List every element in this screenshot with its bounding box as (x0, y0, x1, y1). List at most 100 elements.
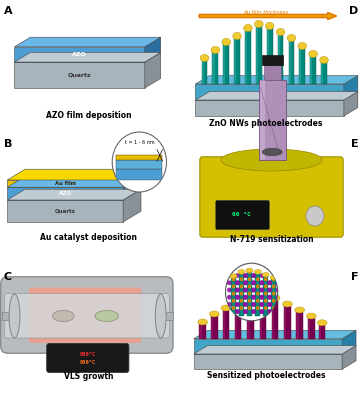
Circle shape (256, 270, 260, 274)
Circle shape (268, 280, 272, 285)
Bar (308, 316, 315, 339)
Circle shape (243, 273, 247, 278)
Polygon shape (7, 189, 141, 200)
Text: Sensitized photoelectrodes: Sensitized photoelectrodes (207, 372, 325, 380)
Bar (296, 310, 303, 339)
Bar (264, 65, 281, 80)
Circle shape (264, 292, 268, 296)
Ellipse shape (258, 289, 268, 295)
Circle shape (260, 280, 264, 285)
Circle shape (306, 206, 324, 226)
Text: N-719 sensitization: N-719 sensitization (230, 235, 313, 244)
Bar (223, 42, 226, 84)
Ellipse shape (270, 275, 277, 280)
Circle shape (276, 288, 280, 292)
Bar (289, 38, 294, 84)
Bar (299, 46, 305, 84)
Ellipse shape (52, 310, 74, 322)
Bar (245, 28, 247, 84)
Circle shape (268, 302, 272, 307)
Ellipse shape (254, 270, 261, 274)
Circle shape (267, 302, 272, 307)
Circle shape (236, 295, 240, 300)
Polygon shape (7, 176, 141, 187)
Circle shape (252, 295, 256, 300)
FancyBboxPatch shape (4, 294, 169, 338)
Text: Quartz: Quartz (68, 72, 92, 78)
Circle shape (112, 132, 167, 192)
Circle shape (276, 302, 280, 307)
Circle shape (227, 309, 231, 314)
Circle shape (243, 280, 247, 285)
FancyBboxPatch shape (47, 344, 129, 372)
Text: F: F (351, 272, 358, 282)
Circle shape (276, 280, 280, 285)
Bar (319, 323, 325, 339)
Bar (289, 38, 291, 84)
Ellipse shape (295, 307, 304, 313)
Polygon shape (123, 176, 141, 200)
Circle shape (272, 306, 275, 310)
Polygon shape (7, 200, 123, 222)
Circle shape (259, 295, 264, 300)
Bar (321, 60, 327, 84)
Circle shape (251, 302, 256, 307)
Circle shape (260, 295, 264, 300)
Bar (284, 304, 291, 339)
Circle shape (244, 302, 248, 307)
Text: 60 °C: 60 °C (232, 212, 251, 217)
Text: A: A (4, 6, 12, 16)
Bar (278, 32, 283, 84)
Ellipse shape (198, 319, 208, 325)
Circle shape (243, 288, 247, 292)
Text: t = 1 - 6 nm: t = 1 - 6 nm (125, 140, 154, 145)
Ellipse shape (245, 291, 255, 297)
Bar (2, 312, 16, 320)
Circle shape (248, 292, 251, 296)
Bar (116, 169, 163, 180)
FancyBboxPatch shape (29, 288, 141, 343)
Ellipse shape (320, 56, 328, 64)
Bar (211, 314, 213, 339)
Circle shape (252, 280, 256, 285)
Text: VLS growth: VLS growth (64, 372, 113, 381)
Circle shape (264, 277, 268, 281)
Bar (234, 36, 240, 84)
Circle shape (248, 270, 251, 274)
FancyBboxPatch shape (216, 200, 269, 230)
Text: AZO film deposition: AZO film deposition (46, 112, 131, 120)
Bar (199, 322, 202, 339)
Ellipse shape (246, 268, 253, 273)
Bar (116, 156, 163, 160)
Circle shape (232, 277, 235, 281)
Circle shape (240, 277, 243, 281)
Circle shape (240, 306, 243, 310)
Bar (223, 308, 229, 339)
Circle shape (236, 302, 240, 307)
Text: AZO: AZO (72, 52, 87, 57)
Circle shape (256, 306, 260, 310)
Circle shape (272, 299, 275, 303)
Polygon shape (7, 169, 141, 180)
Bar (267, 26, 269, 84)
Bar (245, 28, 251, 84)
Bar (272, 298, 278, 339)
Circle shape (243, 295, 247, 300)
Circle shape (276, 309, 280, 314)
Circle shape (264, 284, 268, 288)
Circle shape (226, 263, 278, 321)
Circle shape (232, 292, 235, 296)
Polygon shape (194, 354, 342, 369)
Bar (264, 275, 268, 316)
Circle shape (227, 302, 231, 307)
Polygon shape (344, 92, 358, 116)
Circle shape (236, 309, 240, 314)
Circle shape (240, 270, 243, 274)
Ellipse shape (262, 272, 269, 277)
Bar (247, 294, 249, 339)
Circle shape (244, 280, 248, 285)
Polygon shape (145, 37, 161, 62)
Bar (296, 310, 299, 339)
Circle shape (235, 288, 239, 292)
Circle shape (252, 309, 256, 314)
